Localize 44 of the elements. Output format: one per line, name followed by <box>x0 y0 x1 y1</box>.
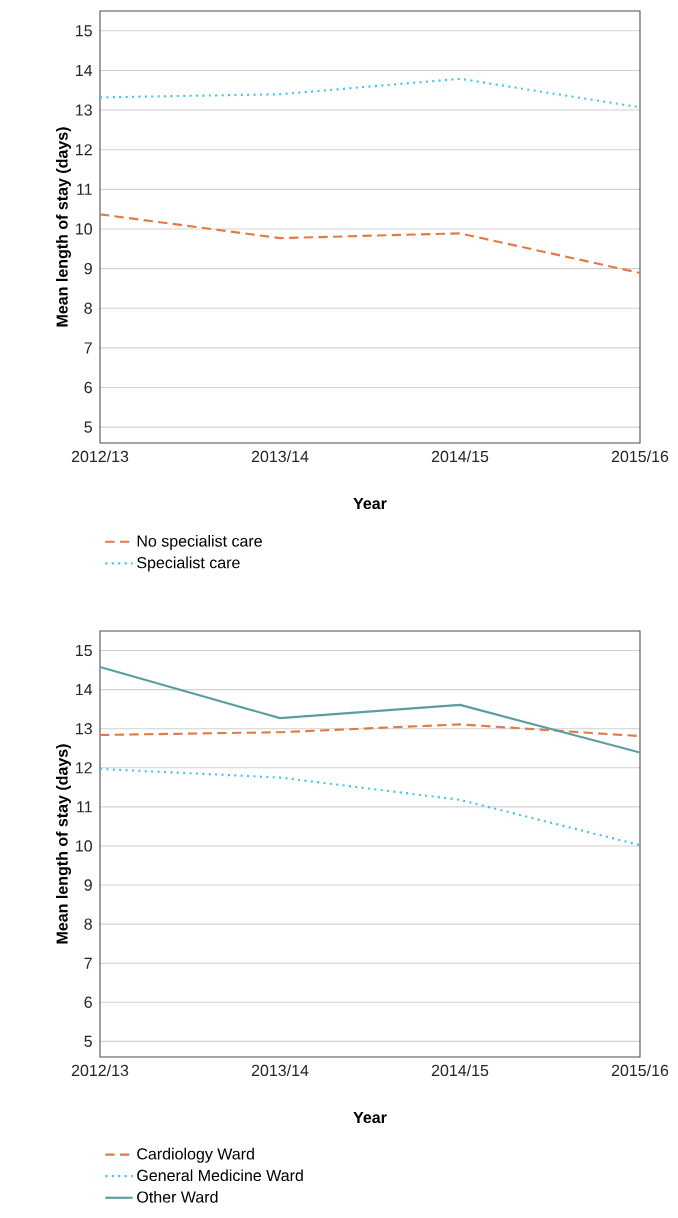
y-tick-label: 8 <box>84 302 92 314</box>
x-tick-label: 2013/14 <box>251 450 309 463</box>
line-series <box>100 723 640 738</box>
y-tick-label: 15 <box>76 25 92 37</box>
y-tick-label: 15 <box>76 644 92 657</box>
legend-label: No specialist care <box>137 535 262 550</box>
x-tick-label: 2012/13 <box>71 1064 129 1077</box>
line-series <box>100 665 640 754</box>
y-tick-label: 12 <box>76 762 92 774</box>
y-tick-label: 14 <box>76 684 93 696</box>
y-tick-label: 10 <box>76 840 92 852</box>
y-tick-label: 9 <box>84 262 92 275</box>
x-tick-label: 2013/14 <box>251 1064 309 1077</box>
y-tick-label: 5 <box>84 421 92 433</box>
x-tick-label: 2014/15 <box>431 450 489 463</box>
y-tick-label: 6 <box>84 996 92 1008</box>
y-tick-label: 6 <box>84 381 92 394</box>
y-tick-label: 14 <box>76 64 93 76</box>
y-tick-label: 7 <box>84 957 92 969</box>
y-tick-label: 11 <box>77 183 92 195</box>
legend-label: Other Ward <box>137 1190 218 1203</box>
y-axis-title: Mean length of stay (days) <box>56 744 71 944</box>
legend-label: Cardiology Ward <box>137 1147 254 1163</box>
y-tick-label: 11 <box>77 801 92 813</box>
line-series <box>100 213 640 275</box>
y-tick-label: 10 <box>76 223 92 235</box>
x-tick-label: 2015/16 <box>611 450 669 463</box>
y-tick-label: 8 <box>84 918 92 930</box>
y-axis-title: Mean length of stay (days) <box>56 127 71 327</box>
legend-label: General Medicine Ward <box>137 1169 303 1182</box>
y-tick-label: 13 <box>76 104 92 116</box>
y-tick-label: 7 <box>84 342 92 354</box>
y-tick-label: 12 <box>76 144 92 156</box>
legend-label: Specialist care <box>137 556 240 572</box>
line-series <box>100 77 640 109</box>
y-tick-label: 5 <box>84 1035 92 1047</box>
x-tick-label: 2014/15 <box>431 1064 489 1077</box>
y-tick-label: 13 <box>76 723 92 735</box>
y-tick-label: 9 <box>84 879 92 891</box>
x-axis-title: Year <box>353 497 387 510</box>
x-tick-label: 2012/13 <box>71 450 129 463</box>
x-tick-label: 2015/16 <box>611 1064 669 1077</box>
x-axis-title: Year <box>353 1111 387 1124</box>
line-series <box>100 767 640 847</box>
